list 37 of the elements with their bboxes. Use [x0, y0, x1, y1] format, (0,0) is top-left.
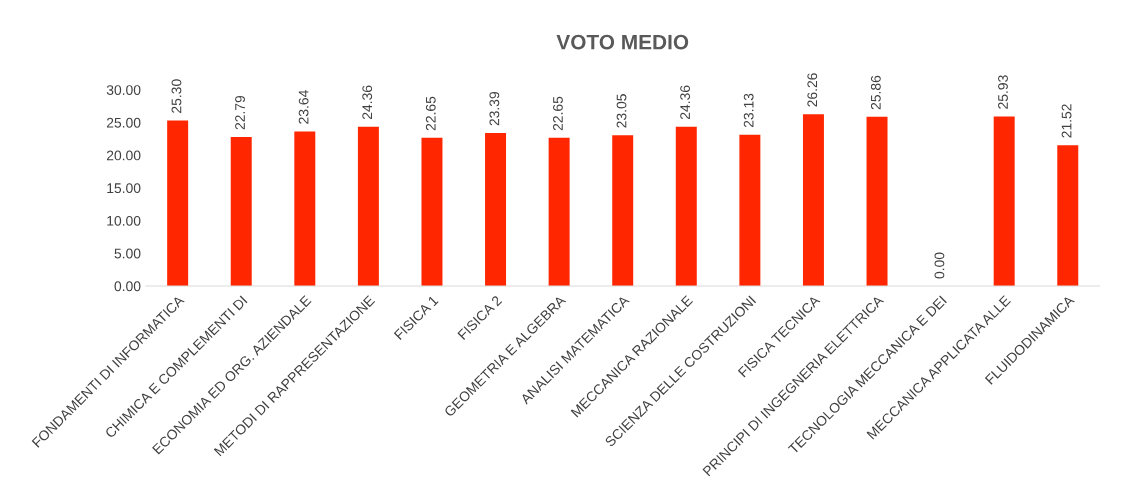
y-tick-label: 10.00: [107, 215, 141, 226]
data-label: 25.86: [870, 75, 881, 110]
data-label: 22.65: [553, 96, 563, 131]
data-label: 0.00: [934, 252, 945, 279]
bar: [802, 114, 824, 286]
bar: [357, 126, 379, 286]
y-tick-label: 5.00: [114, 248, 141, 259]
data-label: 22.65: [425, 96, 436, 131]
bar: [1057, 145, 1079, 286]
data-label: 23.13: [743, 93, 754, 128]
bar: [612, 135, 634, 286]
data-label: 24.36: [362, 85, 373, 120]
y-tick-label: 20.00: [106, 150, 141, 161]
bar: [485, 133, 507, 286]
bar: [993, 116, 1015, 286]
y-tick-label: 15.00: [107, 183, 141, 194]
data-label: 25.30: [171, 79, 182, 113]
bar: [548, 137, 570, 286]
bar: [866, 116, 888, 286]
data-label: 22.79: [235, 95, 245, 130]
bar: [739, 134, 761, 286]
data-label: 24.36: [680, 85, 691, 120]
y-tick-label: 0.00: [114, 281, 141, 292]
chart-title: VOTO MEDIO: [556, 34, 689, 50]
data-label: 23.05: [616, 94, 627, 128]
data-label: 23.64: [298, 90, 309, 124]
bar: [230, 136, 252, 286]
data-label: 23.39: [489, 91, 500, 126]
bar: [167, 120, 189, 286]
data-label: 25.93: [998, 75, 1008, 109]
data-label: 21.52: [1061, 104, 1072, 138]
bar: [421, 137, 443, 286]
bar: [294, 131, 316, 286]
data-label: 26.26: [807, 73, 818, 107]
y-tick-label: 30.00: [106, 85, 141, 95]
y-tick-label: 25.00: [106, 117, 141, 128]
bar: [675, 126, 697, 286]
